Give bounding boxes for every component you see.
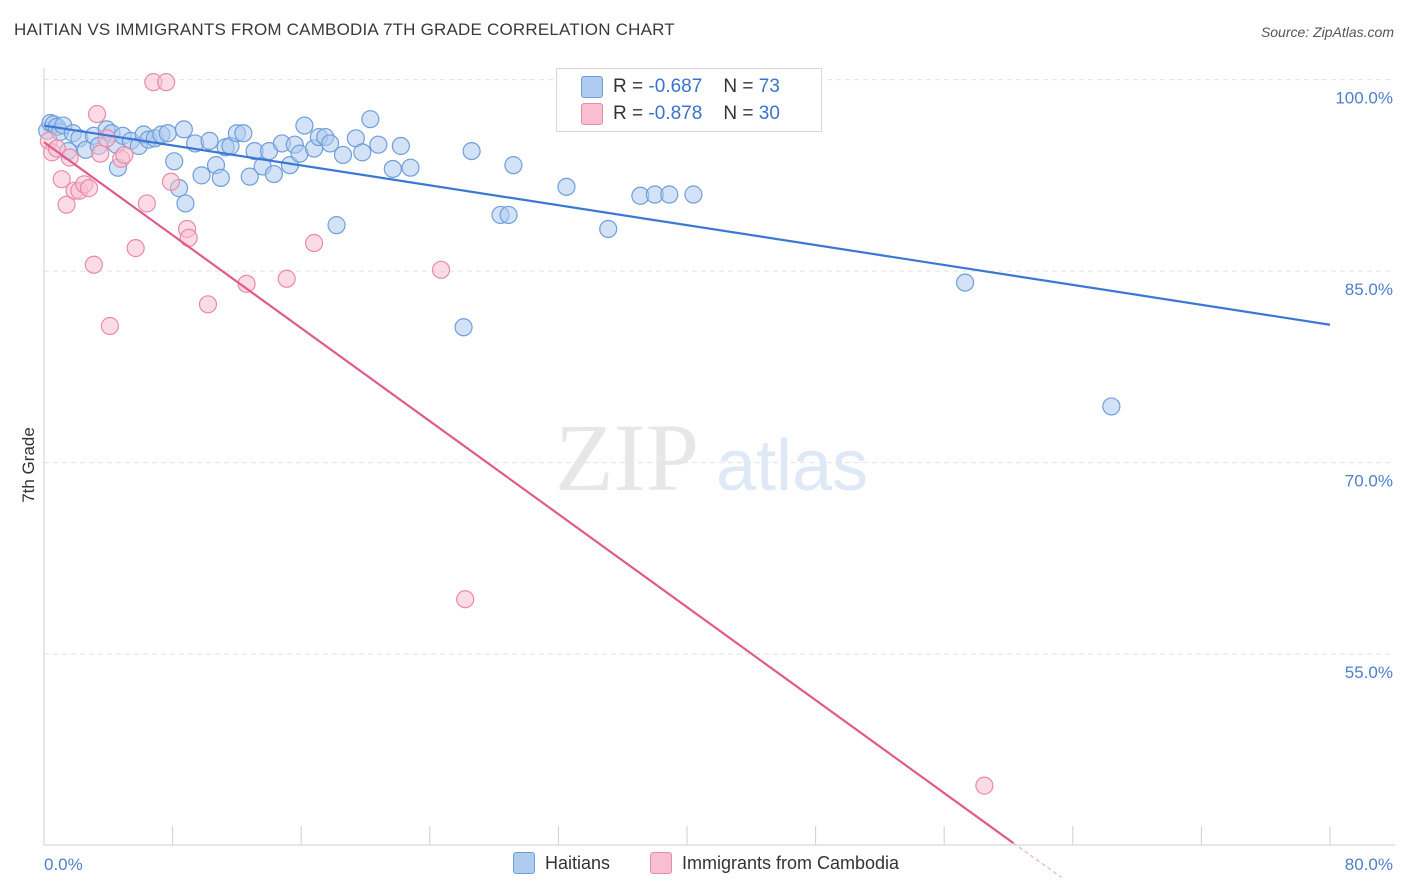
series-legend-label-haitians: Haitians — [545, 852, 611, 873]
series-legend-haitians: Haitians — [513, 852, 610, 874]
point-haitians — [383, 159, 402, 179]
watermark: ZIP atlas — [555, 404, 868, 511]
point-haitians — [264, 164, 283, 184]
legend-row-cambodia: R = -0.878 N = 30 — [581, 101, 780, 127]
point-haitians — [504, 156, 523, 175]
y-tick-label: 70.0% — [1345, 472, 1393, 491]
series-legend-label-cambodia: Immigrants from Cambodia — [682, 852, 900, 873]
point-cambodia — [137, 194, 156, 213]
point-cambodia — [47, 139, 66, 158]
legend-r-value: -0.687 — [648, 76, 703, 97]
point-haitians — [1102, 397, 1121, 416]
point-cambodia — [157, 73, 176, 92]
legend-swatch-cambodia — [581, 103, 603, 125]
point-haitians — [240, 167, 259, 186]
watermark-atlas: atlas — [716, 426, 868, 506]
gridlines — [44, 79, 1390, 655]
trendline-haitians — [43, 124, 1331, 326]
point-cambodia — [126, 239, 145, 258]
y-tick-label: 85.0% — [1345, 280, 1393, 299]
point-haitians — [599, 219, 618, 239]
axes — [43, 68, 1395, 846]
point-haitians — [211, 168, 230, 188]
point-cambodia — [57, 195, 76, 214]
point-haitians — [234, 124, 253, 143]
legend-n-value: 73 — [758, 76, 780, 97]
point-haitians — [165, 152, 184, 171]
point-cambodia — [431, 260, 451, 279]
chart-title: HAITIAN VS IMMIGRANTS FROM CAMBODIA 7TH … — [14, 20, 675, 39]
x-tick-labels: 0.0% 80.0% — [44, 855, 1393, 874]
point-haitians — [361, 110, 380, 129]
point-haitians — [401, 158, 420, 177]
y-axis-label: 7th Grade — [19, 427, 38, 503]
point-haitians — [369, 135, 388, 154]
point-cambodia — [161, 172, 181, 191]
point-cambodia — [100, 316, 120, 336]
point-cambodia — [179, 228, 198, 248]
x-tick-label: 0.0% — [44, 855, 83, 874]
legend-n-label: N = — [723, 76, 754, 97]
point-haitians — [462, 141, 481, 161]
point-cambodia — [237, 274, 256, 293]
trend-lines — [43, 124, 1331, 879]
point-cambodia — [87, 104, 107, 124]
point-haitians — [353, 143, 372, 162]
point-cambodia — [277, 269, 296, 288]
point-haitians — [955, 273, 975, 292]
point-haitians — [333, 145, 353, 165]
point-haitians — [200, 131, 219, 150]
point-haitians — [327, 216, 346, 235]
chart-source: Source: ZipAtlas.com — [1260, 24, 1394, 40]
point-haitians — [391, 136, 410, 156]
series-legend-swatch-cambodia — [650, 852, 672, 874]
point-haitians — [660, 185, 679, 204]
legend-n-label: N = — [723, 103, 754, 124]
watermark-zip: ZIP — [555, 404, 699, 511]
x-tick-label: 80.0% — [1345, 855, 1393, 874]
trendline-cambodia-extension — [1012, 842, 1062, 879]
point-haitians — [499, 205, 518, 225]
point-cambodia — [198, 295, 218, 314]
point-haitians — [158, 124, 177, 143]
point-cambodia — [79, 179, 99, 198]
point-haitians — [557, 177, 576, 196]
series-legend-cambodia: Immigrants from Cambodia — [650, 852, 899, 874]
legend-n-value: 30 — [758, 103, 780, 124]
point-haitians — [321, 134, 340, 153]
trendline-cambodia — [43, 141, 1014, 844]
point-cambodia — [97, 129, 116, 148]
point-cambodia — [52, 170, 71, 189]
y-tick-label: 55.0% — [1345, 663, 1393, 682]
point-cambodia — [91, 144, 110, 163]
point-cambodia — [115, 145, 134, 165]
series-legend: Haitians Immigrants from Cambodia — [0, 850, 1406, 878]
correlation-legend: R = -0.687 N = 73 R = -0.878 N = 30 — [556, 68, 822, 132]
legend-r-value: -0.878 — [648, 103, 703, 124]
series-legend-swatch-haitians — [513, 852, 535, 874]
point-haitians — [192, 166, 211, 185]
point-cambodia — [60, 148, 79, 167]
y-tick-labels: 100.0% 85.0% 70.0% 55.0% — [1335, 89, 1393, 683]
point-haitians — [295, 116, 314, 135]
legend-row-haitians: R = -0.687 N = 73 — [581, 74, 780, 100]
point-haitians — [454, 318, 473, 337]
legend-r-label: R = — [613, 76, 644, 97]
data-points — [38, 73, 1121, 795]
point-haitians — [176, 194, 195, 213]
point-haitians — [684, 185, 703, 204]
y-tick-label: 100.0% — [1335, 89, 1393, 108]
point-haitians — [174, 120, 193, 139]
point-cambodia — [456, 590, 475, 609]
legend-r-label: R = — [613, 103, 644, 124]
legend-swatch-haitians — [581, 76, 603, 98]
point-cambodia — [304, 233, 324, 253]
point-cambodia — [975, 776, 994, 795]
point-cambodia — [84, 255, 103, 274]
